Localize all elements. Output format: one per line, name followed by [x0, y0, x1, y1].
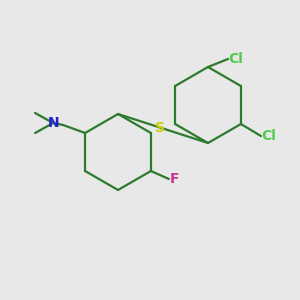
Text: S: S: [155, 122, 165, 136]
Text: F: F: [170, 172, 180, 186]
Text: Cl: Cl: [229, 52, 243, 66]
Text: Cl: Cl: [262, 129, 276, 143]
Text: N: N: [47, 116, 59, 130]
